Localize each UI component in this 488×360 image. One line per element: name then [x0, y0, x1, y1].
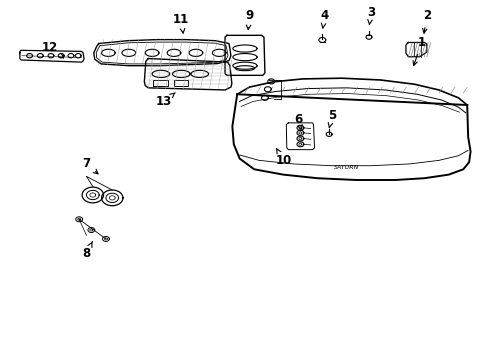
Text: 5: 5 — [327, 109, 335, 128]
Text: 13: 13 — [156, 93, 175, 108]
Text: 3: 3 — [366, 6, 374, 24]
Text: 9: 9 — [245, 9, 253, 30]
Text: 11: 11 — [173, 13, 189, 33]
Text: 12: 12 — [42, 41, 63, 58]
Text: 10: 10 — [275, 149, 291, 167]
Text: 4: 4 — [320, 9, 328, 28]
Text: 7: 7 — [82, 157, 98, 174]
Text: 6: 6 — [293, 113, 302, 130]
Text: 2: 2 — [422, 9, 430, 33]
Text: 8: 8 — [82, 242, 92, 260]
Text: SATURN: SATURN — [333, 165, 359, 170]
Text: 1: 1 — [412, 36, 425, 66]
